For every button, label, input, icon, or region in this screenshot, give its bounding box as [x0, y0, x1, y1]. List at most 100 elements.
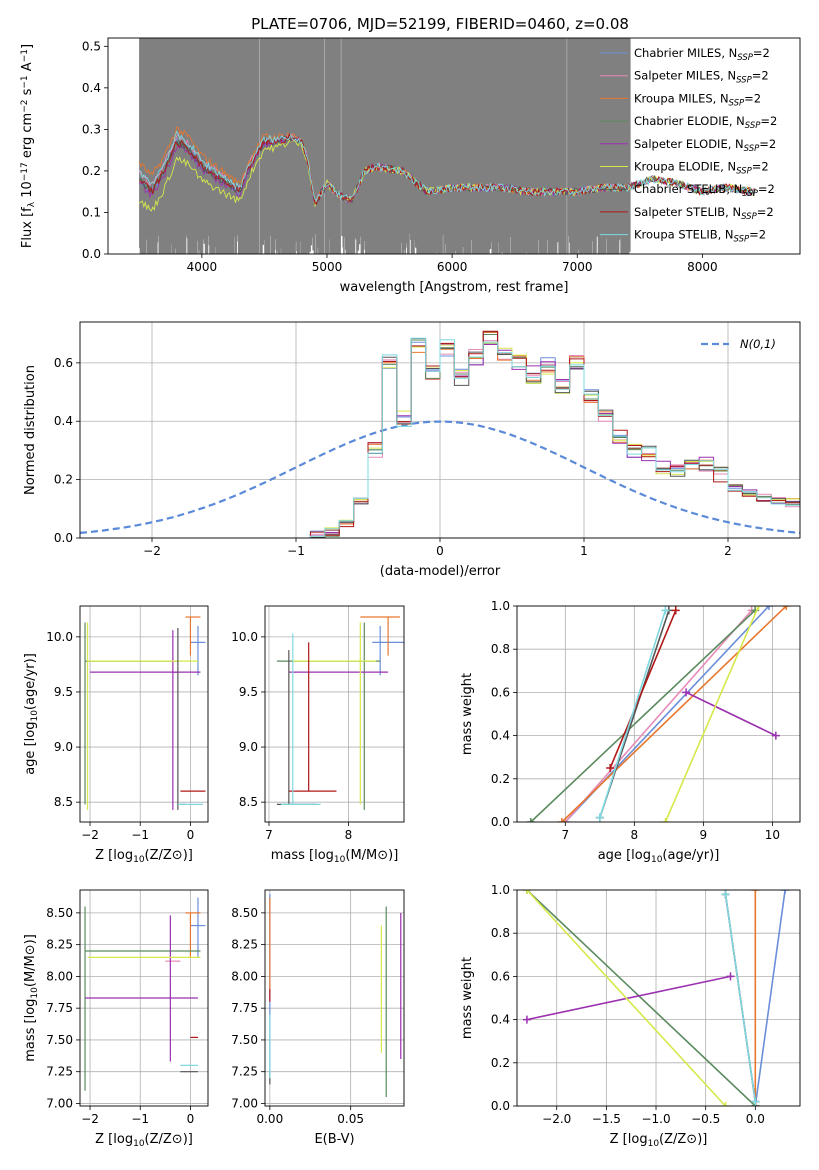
legend-label-suffix: =2 [749, 228, 766, 242]
mass-vs-z-plot-area [84, 897, 206, 1091]
mass-weight-marker [595, 813, 604, 822]
mass-weight-marker [682, 688, 691, 697]
legend-label: N(0,1) [740, 337, 776, 351]
weight-vs-age-ytick-label: 0.2 [491, 772, 510, 786]
figure-title: PLATE=0706, MJD=52199, FIBERID=0460, z=0… [251, 15, 629, 33]
residuals-frame [79, 321, 801, 539]
weight-vs-z-ytick-label: 0.0 [491, 1099, 510, 1113]
mass-vs-z-ytick-label: 7.25 [46, 1065, 73, 1079]
weight-vs-z-panel: −2.0 −1.5 −1.0 −0.5 0.0 0.0 0.2 0.4 0.6 0.8 1.0 Z [… [460, 883, 801, 1149]
mass-vs-ebv-frame [264, 889, 405, 1107]
legend-label: Kroupa MILES, NSSP=2 [634, 91, 761, 108]
label-part: (M/M⊙)] [23, 934, 38, 987]
label-part: log [113, 1132, 133, 1147]
age-vs-z-ylabel: age [log10(age/yr)] [23, 653, 40, 775]
mass-weight-line [526, 975, 731, 1021]
weight-vs-age-plot-area [526, 606, 791, 822]
mass-vs-z-ytick-label: 7.75 [46, 1001, 73, 1015]
residuals-panel: −2 −1 0 1 2 0.0 0.2 0.4 0.6 (data-model)/error Nor… [23, 321, 801, 579]
residuals-xtick-label: 0 [436, 544, 444, 558]
mass-vs-z-xtick-label: 0 [187, 1112, 195, 1126]
age-vs-z-ytick-label: 10.0 [46, 630, 73, 644]
mass-vs-ebv-xtick-label: 0.05 [337, 1112, 364, 1126]
mass-vs-z-ytick-label: 7.00 [46, 1096, 73, 1110]
age-vs-mass-panel: 7 8 8.5 9.0 9.5 10.0 mass [log10(M/M⊙)] [231, 605, 405, 865]
mass-vs-ebv-ytick-label: 8.25 [231, 938, 258, 952]
mass-vs-ebv-ytick-label: 7.25 [231, 1065, 258, 1079]
label-part: (Z/Z⊙)] [145, 848, 193, 863]
label-part: (age/yr)] [23, 653, 38, 710]
mass-weight-line [609, 609, 677, 769]
age-vs-z-xtick-label: −1 [131, 828, 149, 842]
mass-vs-ebv-xlabel: E(B-V) [314, 1132, 354, 1147]
label-part: 10 [20, 181, 35, 202]
legend-label-name: Chabrier MILES, N [634, 46, 737, 60]
weight-vs-age-xlabel: age [log10(age/yr)] [598, 848, 720, 865]
age-vs-z-ytick-label: 9.0 [54, 740, 73, 754]
legend-label: Salpeter STELIB, NSSP=2 [634, 205, 774, 222]
label-sub: λ [27, 201, 37, 207]
age-vs-z-xtick-label: 0 [187, 828, 195, 842]
label-part: log [23, 722, 38, 742]
residual-histogram-step [80, 341, 800, 538]
residuals-xtick-label: −1 [287, 544, 305, 558]
residuals-legend: N(0,1) [701, 337, 776, 351]
label-part: mass weight [460, 673, 475, 755]
mass-weight-marker [754, 606, 763, 610]
mass-weight-line [754, 890, 786, 1106]
label-sup: −17 [20, 162, 30, 181]
label-part: log [314, 848, 334, 863]
mass-weight-line [599, 610, 667, 818]
mass-weight-marker [522, 1015, 531, 1024]
label-part: (Z/Z⊙)] [659, 1132, 707, 1147]
label-part: Normed distribution [23, 365, 38, 495]
weight-vs-z-ytick-label: 1.0 [491, 883, 510, 897]
spectrum-panel: 4000 5000 6000 7000 8000 0.0 0.1 0.2 0.3 0.4 0.5 wa… [20, 37, 801, 295]
residual-histogram-step [80, 343, 800, 538]
legend-label-sub: SSP [744, 143, 760, 153]
weight-vs-age-ylabel: mass weight [460, 673, 475, 755]
residual-histogram-step [80, 337, 800, 538]
mass-vs-z-ytick-label: 8.50 [46, 906, 73, 920]
age-vs-z-frame [79, 605, 209, 823]
spectrum-xtick-label: 4000 [187, 260, 218, 274]
mass-weight-marker [782, 606, 791, 610]
mass-vs-ebv-ytick-label: 8.50 [231, 906, 258, 920]
age-vs-mass-xtick-label: 7 [265, 828, 273, 842]
residuals-plot-area [80, 330, 800, 538]
legend-label-sub: SSP [737, 53, 753, 63]
label-part: (age/yr)] [662, 848, 719, 863]
label-part: log [628, 1132, 648, 1147]
weight-vs-z-ytick-label: 0.2 [491, 1056, 510, 1070]
mass-vs-z-ytick-label: 8.25 [46, 938, 73, 952]
legend-label-sub: SSP [734, 234, 750, 244]
age-vs-mass-ytick-label: 9.5 [239, 685, 258, 699]
label-part: Flux [f [20, 207, 35, 248]
weight-vs-z-xtick-label: −0.5 [691, 1112, 720, 1126]
label-sub: 10 [651, 855, 663, 865]
label-part: mass weight [460, 957, 475, 1039]
label-part: ] [20, 44, 35, 49]
spectrum-xlabel: wavelength [Angstrom, rest frame] [340, 280, 569, 295]
mass-weight-marker [764, 606, 773, 610]
label-part: log [631, 848, 651, 863]
residuals-ytick-label: 0.4 [54, 414, 73, 428]
legend-label-name: Salpeter STELIB, N [634, 205, 741, 219]
mass-weight-line [685, 691, 777, 737]
legend-label-sub: SSP [745, 121, 761, 131]
legend-label-name: Kroupa MILES, N [634, 91, 729, 105]
label-sub: 10 [133, 1139, 145, 1149]
mass-vs-z-xtick-label: −2 [81, 1112, 99, 1126]
mass-weight-marker [721, 890, 730, 899]
age-vs-z-xtick-label: −2 [81, 828, 99, 842]
label-sup: −1 [20, 75, 30, 88]
label-part: (M/M⊙)] [345, 848, 398, 863]
legend-label-sub: SSP [729, 98, 745, 108]
mass-weight-marker [526, 818, 535, 822]
label-part: E(B-V) [314, 1132, 354, 1147]
label-sup: −1 [20, 49, 30, 62]
spectrum-frame [107, 37, 801, 255]
label-sub: 10 [30, 987, 40, 999]
mass-vs-z-panel: −2 −1 07.007.257.507.758.008.258.50Z [log1… [23, 889, 209, 1149]
